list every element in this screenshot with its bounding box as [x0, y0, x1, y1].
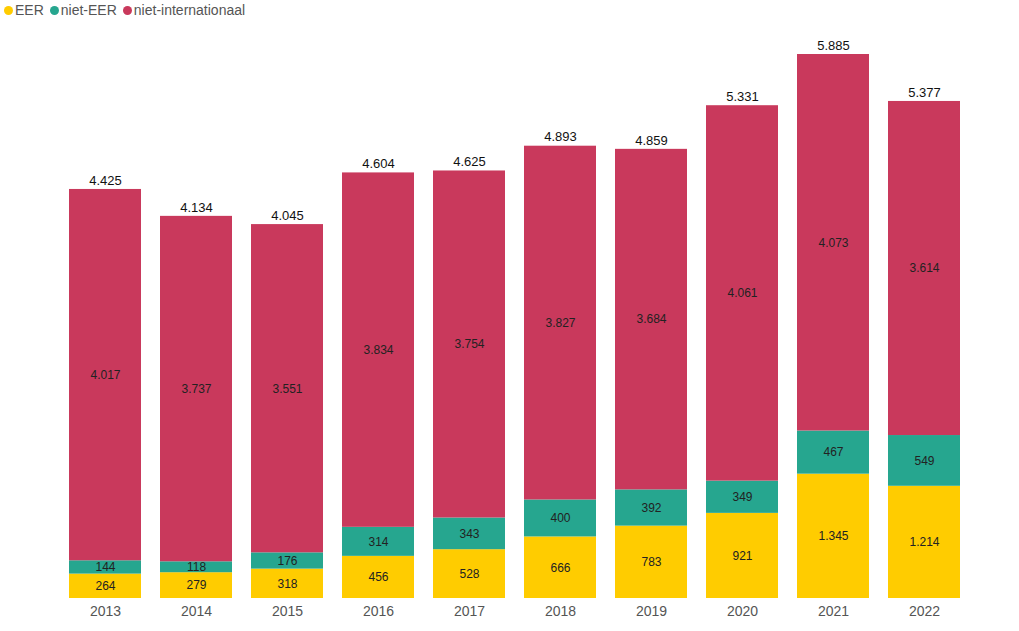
svg-text:349: 349 [732, 490, 752, 504]
svg-text:314: 314 [368, 535, 388, 549]
svg-text:279: 279 [186, 578, 206, 592]
html-text:EER: EER [15, 2, 44, 18]
svg-text:1.345: 1.345 [818, 529, 848, 543]
html-text:niet-internationaal: niet-internationaal [133, 2, 246, 18]
svg-text:4.073: 4.073 [818, 236, 848, 250]
svg-text:2013: 2013 [90, 603, 121, 619]
svg-text:118: 118 [187, 560, 206, 574]
svg-text:4.045: 4.045 [271, 208, 304, 223]
svg-text:318: 318 [277, 577, 297, 591]
svg-text:528: 528 [459, 567, 479, 581]
svg-text:2021: 2021 [818, 603, 849, 619]
svg-text:467: 467 [823, 445, 843, 459]
svg-text:176: 176 [277, 554, 297, 568]
svg-text:2019: 2019 [636, 603, 667, 619]
svg-text:4.893: 4.893 [544, 129, 577, 144]
svg-text:2018: 2018 [545, 603, 576, 619]
svg-text:5.377: 5.377 [908, 85, 941, 100]
svg-text:2015: 2015 [272, 603, 303, 619]
svg-text:3.737: 3.737 [181, 382, 211, 396]
svg-text:549: 549 [914, 454, 934, 468]
svg-text:343: 343 [459, 527, 479, 541]
html-text:niet-EER: niet-EER [60, 2, 117, 18]
svg-text:400: 400 [550, 511, 570, 525]
svg-text:2014: 2014 [181, 603, 212, 619]
svg-text:2022: 2022 [909, 603, 940, 619]
svg-text:4.859: 4.859 [635, 133, 668, 148]
svg-text:3.754: 3.754 [454, 337, 484, 351]
svg-text:3.827: 3.827 [545, 316, 575, 330]
svg-text:3.551: 3.551 [272, 382, 302, 396]
svg-text:2016: 2016 [363, 603, 394, 619]
svg-text:3.614: 3.614 [909, 261, 939, 275]
svg-text:4.604: 4.604 [362, 156, 395, 171]
svg-text:3.684: 3.684 [636, 312, 666, 326]
svg-text:456: 456 [368, 570, 388, 584]
svg-text:5.331: 5.331 [726, 89, 759, 104]
svg-text:144: 144 [95, 560, 115, 574]
svg-text:392: 392 [641, 501, 661, 515]
svg-text:666: 666 [550, 561, 570, 575]
svg-text:783: 783 [641, 555, 661, 569]
svg-text:264: 264 [95, 579, 115, 593]
svg-text:3.834: 3.834 [363, 343, 393, 357]
svg-text:4.017: 4.017 [90, 368, 120, 382]
svg-text:4.625: 4.625 [453, 154, 486, 169]
svg-text:5.885: 5.885 [817, 38, 850, 53]
svg-text:921: 921 [732, 549, 752, 563]
svg-text:2020: 2020 [727, 603, 758, 619]
svg-text:4.425: 4.425 [89, 173, 122, 188]
svg-text:4.134: 4.134 [180, 200, 213, 215]
svg-text:2017: 2017 [454, 603, 485, 619]
svg-text:4.061: 4.061 [727, 286, 757, 300]
svg-text:1.214: 1.214 [909, 535, 939, 549]
